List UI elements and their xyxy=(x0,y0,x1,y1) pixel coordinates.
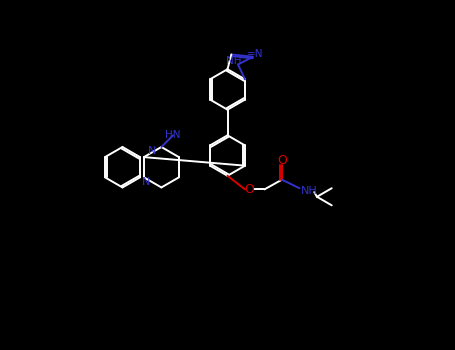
Text: O: O xyxy=(245,183,255,196)
Text: NH: NH xyxy=(301,186,318,196)
Text: O: O xyxy=(277,154,287,167)
Text: N: N xyxy=(142,177,150,187)
Text: =N: =N xyxy=(247,49,263,59)
Text: N: N xyxy=(147,146,156,155)
Text: NH: NH xyxy=(226,56,241,66)
Text: HN: HN xyxy=(165,130,181,140)
